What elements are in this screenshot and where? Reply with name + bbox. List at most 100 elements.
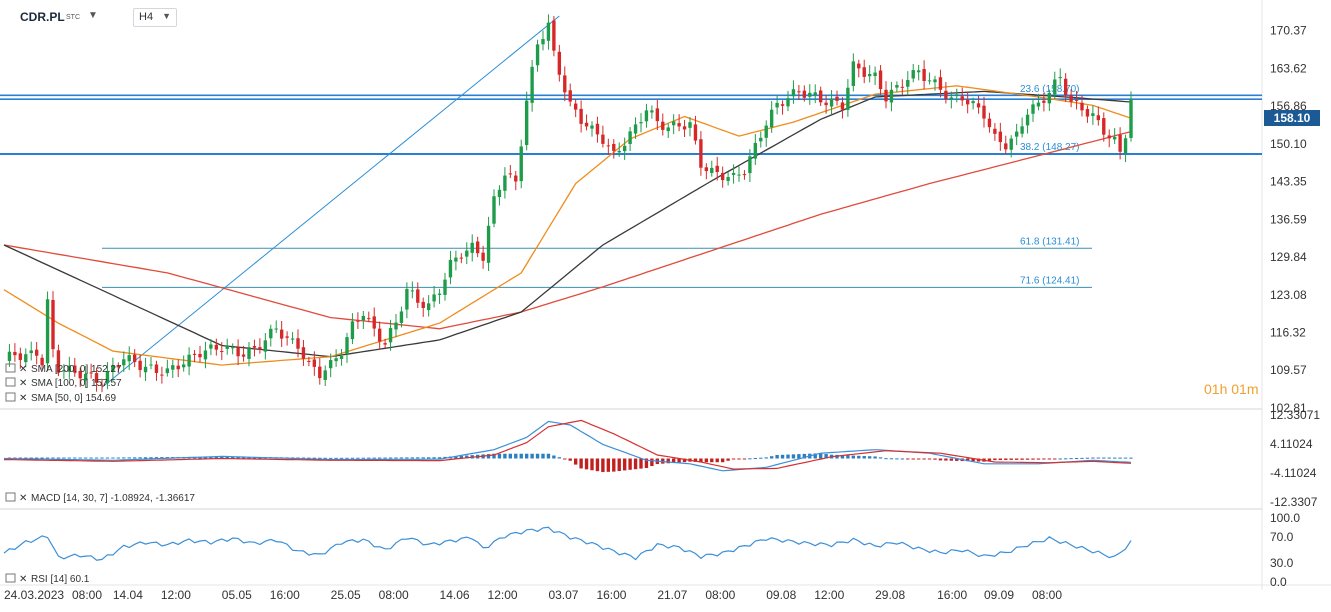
macd-histogram-bar	[1112, 457, 1117, 459]
candle	[263, 333, 268, 360]
candle-body	[982, 105, 986, 119]
candle-body	[116, 366, 121, 368]
macd-histogram-bar	[1096, 457, 1101, 459]
candle-body	[209, 344, 213, 349]
candle-body	[568, 90, 572, 102]
candle	[143, 357, 148, 381]
candle	[720, 166, 725, 188]
candle-body	[867, 74, 872, 77]
macd-histogram-bar	[1004, 458, 1008, 460]
candle-body	[29, 350, 33, 354]
candle-body	[840, 102, 845, 110]
candle	[824, 95, 828, 114]
macd-histogram-bar	[1085, 457, 1090, 459]
candle-body	[998, 131, 1003, 143]
timeframe-select[interactable]: H4 ▼	[133, 8, 177, 27]
candle	[454, 250, 458, 271]
candle-body	[1096, 115, 1101, 121]
time-axis-hour: 16:00	[270, 588, 300, 602]
sma-line-1	[3, 90, 1132, 358]
time-axis-date: 05.05	[222, 588, 252, 602]
fib-level-label: 71.6 (124.41)	[1020, 275, 1080, 286]
candle-body	[563, 75, 567, 93]
symbol-dropdown-icon[interactable]: ▼	[88, 10, 98, 21]
price-pane[interactable]: 23.6 (158.70) 38.2 (148.27) 61.8 (131.41) 7…	[0, 14, 1262, 393]
timeframe-dropdown-icon: ▼	[162, 11, 171, 21]
candle	[742, 170, 747, 180]
candle	[650, 105, 654, 119]
macd-histogram-bar	[786, 454, 790, 459]
macd-histogram-bar	[508, 453, 513, 459]
candle	[835, 90, 839, 106]
candle	[361, 310, 366, 329]
candle-body	[524, 100, 529, 146]
macd-histogram-bar	[622, 458, 627, 471]
candle	[846, 79, 850, 117]
candle-body	[100, 384, 104, 386]
candle-body	[230, 347, 235, 349]
macd-axis-label: -12.3307	[1270, 495, 1318, 509]
candle-body	[987, 118, 992, 128]
candle	[187, 347, 191, 376]
macd-histogram-bar	[105, 457, 110, 459]
candle-body	[938, 77, 943, 90]
candle-body	[388, 328, 393, 343]
macd-histogram-bar	[465, 455, 469, 459]
candle-body	[443, 279, 447, 295]
candle-body	[111, 365, 115, 372]
candle	[1129, 91, 1133, 142]
candle-body	[584, 122, 589, 127]
candle	[160, 366, 164, 384]
macd-histogram-bar	[867, 456, 872, 459]
macd-histogram-bar	[965, 458, 970, 462]
candle-body	[535, 44, 540, 66]
macd-histogram-bar	[89, 457, 93, 459]
candle-body	[1053, 79, 1057, 95]
candle-body	[1069, 95, 1073, 102]
macd-histogram-bar	[775, 455, 779, 459]
candle-body	[67, 365, 72, 372]
candle-body	[965, 99, 970, 105]
macd-histogram-bar	[1025, 458, 1030, 460]
time-axis-hour: 08:00	[379, 588, 409, 602]
candle	[432, 286, 436, 308]
candle	[878, 65, 883, 95]
candle	[377, 321, 382, 350]
macd-pane[interactable]	[3, 419, 1133, 473]
macd-histogram-bar	[122, 457, 126, 459]
candle-body	[181, 364, 186, 368]
candle-body	[666, 127, 670, 132]
candle	[584, 114, 589, 131]
macd-histogram-bar	[949, 458, 954, 461]
macd-histogram-bar	[944, 458, 948, 461]
candle	[78, 367, 82, 387]
candle	[671, 114, 676, 135]
candle	[1063, 73, 1068, 102]
candle-body	[1014, 131, 1019, 137]
macd-histogram-bar	[372, 457, 376, 459]
macd-histogram-bar	[846, 455, 850, 459]
candle-body	[704, 167, 709, 172]
rsi-pane[interactable]	[3, 526, 1132, 561]
candle-body	[399, 311, 404, 323]
candle-body	[726, 177, 730, 181]
candle-body	[857, 63, 861, 69]
candle-body	[519, 146, 523, 182]
macd-signal-line	[4, 419, 1132, 470]
symbol-market-suffix: STC	[66, 14, 80, 21]
macd-histogram-bar	[143, 457, 148, 459]
macd-histogram-bar	[617, 458, 621, 472]
candle-body	[394, 322, 398, 330]
candle	[704, 163, 709, 180]
candle	[944, 81, 948, 104]
candle	[731, 164, 736, 184]
candle-body	[824, 102, 828, 106]
candle	[993, 123, 997, 141]
candle	[350, 313, 355, 345]
candle	[949, 91, 954, 109]
symbol-name[interactable]: CDR.PL	[20, 10, 65, 24]
candle	[889, 81, 894, 112]
macd-histogram-bar	[900, 458, 905, 460]
candle	[405, 282, 409, 319]
